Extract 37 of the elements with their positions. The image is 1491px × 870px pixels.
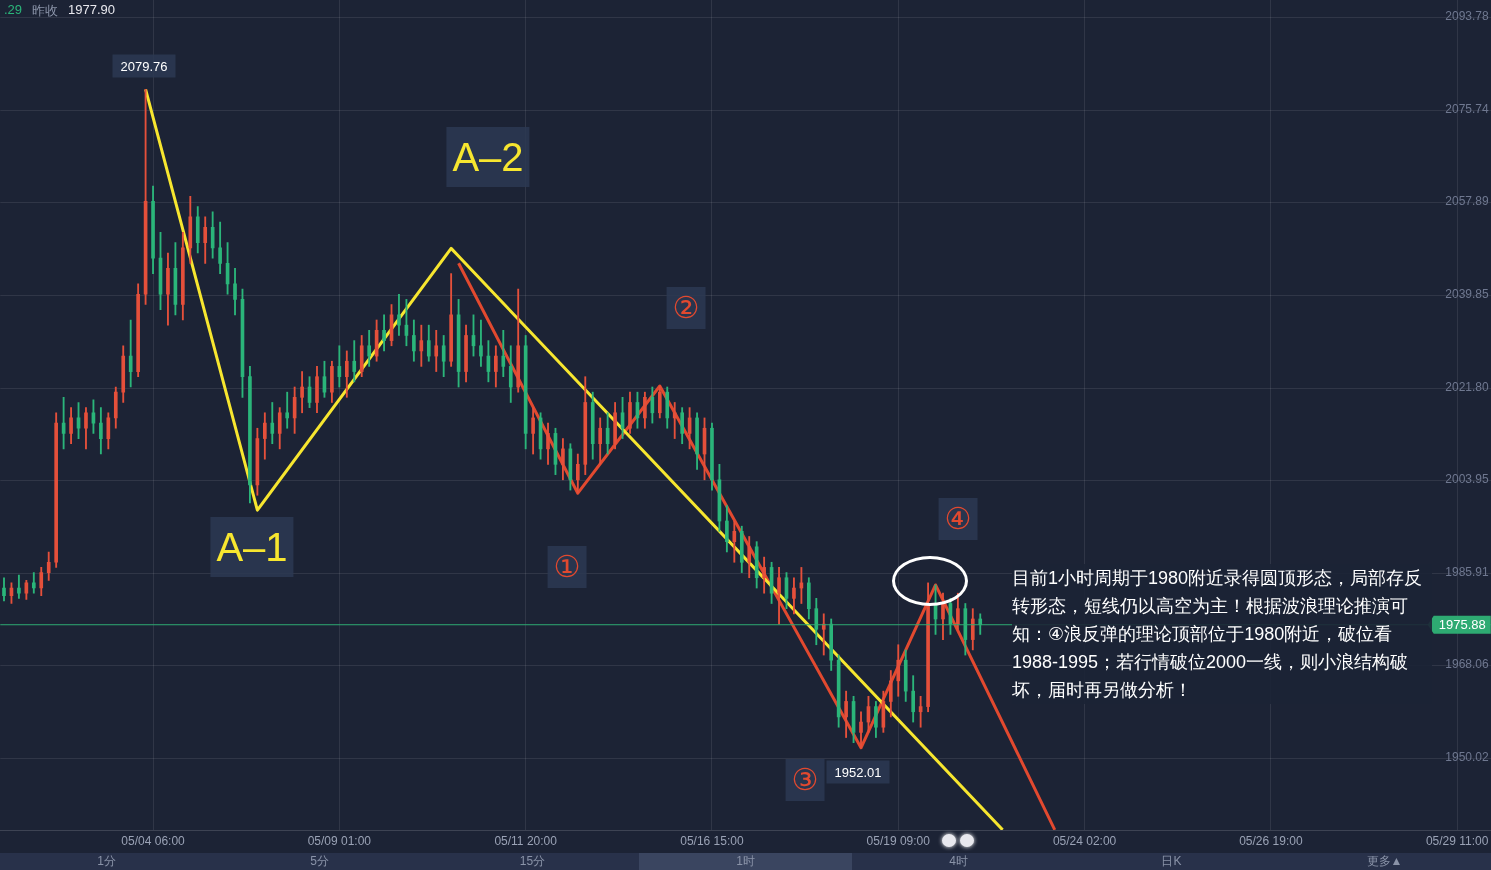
annotation: 1977.90 <box>68 2 116 19</box>
text: 15分 <box>518 853 547 870</box>
text: 日K <box>1160 853 1183 870</box>
text: 4时 <box>948 853 969 870</box>
y-tick-label: 2003.95 <box>1445 472 1490 487</box>
y-tick-label: 1968.06 <box>1445 657 1490 672</box>
annotation: 昨收 <box>32 2 59 20</box>
text: 5分 <box>309 853 330 870</box>
y-tick-label: 2057.89 <box>1445 194 1490 209</box>
y-tick-label: 2093.78 <box>1445 9 1490 24</box>
x-tick-label: 05/16 15:00 <box>680 833 744 848</box>
annotation: ③ <box>785 759 825 801</box>
annotation: ① <box>547 546 587 588</box>
annotation: ④ <box>938 498 978 540</box>
y-tick-label: 1950.02 <box>1445 750 1490 765</box>
annotation: 2079.76 <box>112 54 176 78</box>
x-tick-label: 05/04 06:00 <box>121 833 186 848</box>
annotation: A–1 <box>210 517 294 577</box>
y-tick-label: 2075.74 <box>1445 102 1490 117</box>
x-tick-label: 05/19 09:00 <box>866 833 931 848</box>
x-tick-label: 05/29 11:00 <box>1425 833 1489 848</box>
ref-line-label: 1975.88 <box>1438 617 1486 633</box>
annotation: ② <box>666 287 706 329</box>
y-tick-label: 2021.80 <box>1445 380 1490 395</box>
text: 1时 <box>639 853 852 870</box>
annotation: 目前1小时周期于1980附近录得圆顶形态，局部存反转形态，短线仍以高空为主！根据波浪理论推演可知：④浪反弹的理论顶部位于1980附近，破位看1988-1995；若行情破位2000一线，则小浪结构破坏，届时再另做分析！ <box>1012 564 1432 704</box>
x-tick-label: 05/26 19:00 <box>1239 833 1303 848</box>
annotation: .29 <box>4 2 23 19</box>
x-tick-label: 05/09 01:00 <box>307 833 372 848</box>
y-tick-label: 2039.85 <box>1445 287 1490 302</box>
x-tick-label: 05/11 20:00 <box>494 833 558 848</box>
y-tick-label: 1985.91 <box>1445 565 1490 580</box>
text: 更多▲ <box>1365 853 1404 870</box>
annotation: 1952.01 <box>826 760 890 784</box>
text: 1分 <box>96 853 117 870</box>
x-tick-label: 05/24 02:00 <box>1052 833 1117 848</box>
annotation: A–2 <box>446 127 530 187</box>
